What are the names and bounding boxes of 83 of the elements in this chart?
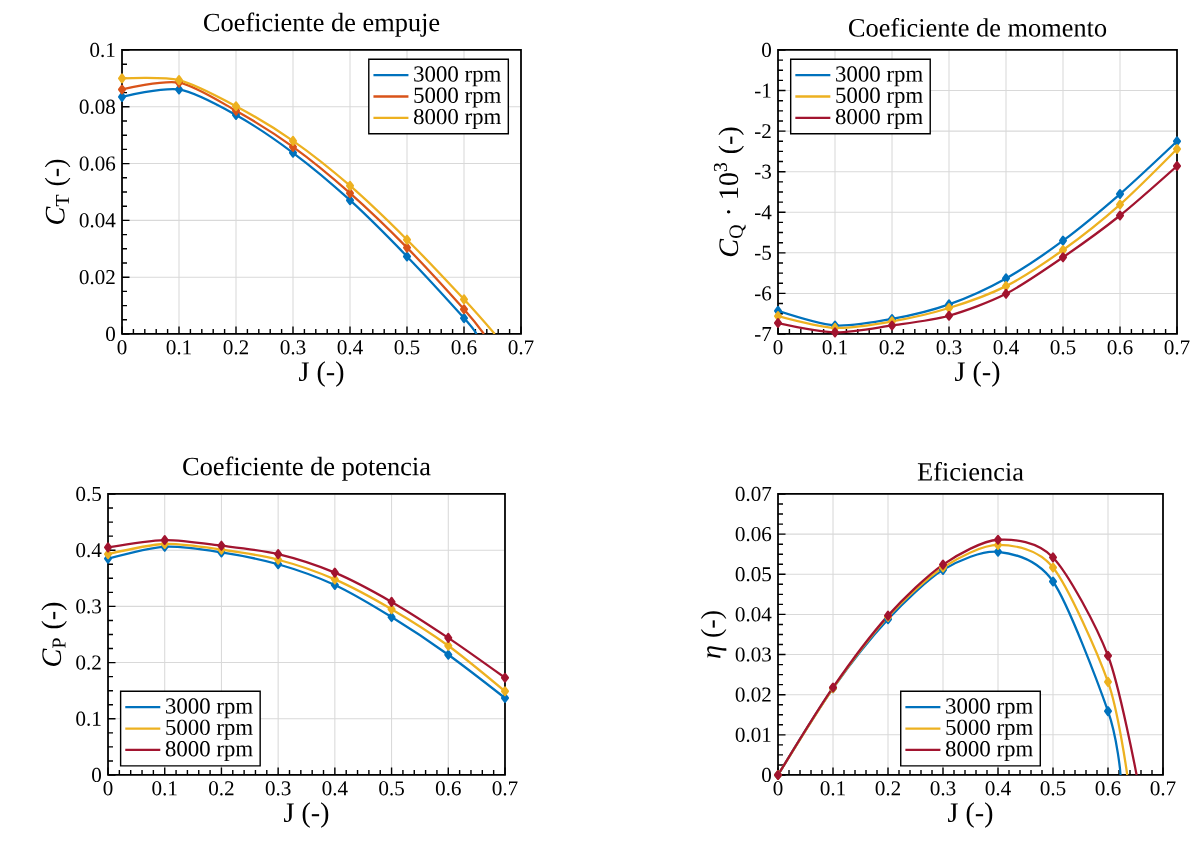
- x-tick-label: 0.5: [1040, 781, 1066, 796]
- y-tick-label: 0: [762, 767, 771, 783]
- y-tick-label: -4: [755, 205, 772, 220]
- y-tick-label: 0.05: [735, 567, 771, 582]
- y-tick-label: 0.06: [79, 156, 116, 171]
- y-axis-title: C$_{P}$ (-): [41, 602, 67, 666]
- x-tick-label: 0.3: [936, 340, 962, 355]
- y-tick-label: 0.02: [79, 270, 115, 285]
- x-tick-label: 0.1: [152, 781, 177, 796]
- x-tick-label: 0.6: [435, 781, 461, 796]
- y-tick-label: 0.1: [76, 711, 101, 726]
- x-tick-label: 0.4: [993, 340, 1019, 355]
- x-axis-title: J (-): [299, 361, 344, 387]
- legend-label: 3000 rpm: [166, 698, 253, 719]
- chart-title: Coeficiente de momento: [849, 17, 1107, 37]
- y-tick-label: -1: [755, 83, 771, 98]
- x-tick-label: 0.3: [930, 781, 956, 796]
- legend-label: 8000 rpm: [165, 741, 253, 762]
- x-tick-label: 0.4: [985, 781, 1011, 796]
- y-tick-label: -3: [755, 164, 771, 179]
- y-tick-label: -2: [755, 124, 771, 139]
- x-tick-label: 0.4: [337, 340, 363, 355]
- x-tick-label: 0.6: [1107, 340, 1133, 355]
- y-tick-label: -5: [755, 245, 771, 260]
- legend-label: 3000 rpm: [836, 66, 923, 87]
- y-tick-label: 0.01: [735, 727, 771, 743]
- x-tick-label: 0.3: [280, 340, 306, 355]
- x-tick-label: 0.3: [265, 781, 291, 796]
- y-tick-label: 0.08: [79, 99, 115, 114]
- y-tick-label: 0.02: [735, 687, 771, 702]
- x-tick-label: 0.4: [322, 781, 348, 796]
- x-tick-label: 0: [773, 781, 783, 796]
- x-tick-label: 0.1: [822, 340, 847, 355]
- x-tick-label: 0.6: [451, 340, 477, 355]
- x-axis-title: J (-): [948, 802, 993, 828]
- y-tick-label: 0.4: [76, 543, 102, 558]
- chart-title: Eficiencia: [917, 461, 1024, 481]
- x-tick-label: 0.5: [1050, 340, 1076, 355]
- x-tick-label: 0.2: [223, 340, 249, 355]
- chart-title: Coeficiente de potencia: [183, 456, 431, 481]
- y-tick-label: -6: [755, 286, 772, 301]
- x-tick-label: 0.7: [1164, 340, 1190, 355]
- x-tick-label: 0.2: [879, 340, 905, 355]
- y-tick-label: 0.2: [76, 655, 101, 670]
- x-tick-label: 0.1: [820, 781, 845, 796]
- legend-label: 8000 rpm: [835, 108, 923, 129]
- x-tick-label: 0: [117, 340, 127, 355]
- x-tick-label: 0: [773, 340, 783, 355]
- y-axis-title: C$_{T}$ (-): [44, 159, 71, 224]
- y-tick-label: 0.04: [79, 213, 116, 228]
- y-tick-label: 0: [106, 326, 115, 342]
- y-tick-label: -7: [755, 327, 772, 341]
- y-tick-label: 0.03: [735, 647, 771, 662]
- legend-label: 5000 rpm: [836, 87, 923, 108]
- legend-label: 3000 rpm: [414, 66, 501, 87]
- x-tick-label: 0.1: [166, 340, 191, 355]
- x-tick-label: 0.6: [1095, 781, 1121, 796]
- x-axis-title: J (-): [955, 361, 1000, 387]
- x-tick-label: 0.7: [1150, 781, 1176, 796]
- legend-label: 3000 rpm: [946, 698, 1033, 719]
- legend-label: 5000 rpm: [166, 719, 253, 740]
- x-axis-title: J (-): [284, 802, 329, 828]
- y-tick-label: 0: [762, 42, 771, 58]
- y-tick-label: 0.3: [76, 599, 101, 614]
- legend-label: 8000 rpm: [413, 108, 501, 129]
- y-tick-label: 0: [92, 767, 101, 783]
- x-tick-label: 0.7: [492, 781, 518, 796]
- y-tick-label: 0.04: [735, 607, 772, 622]
- x-tick-label: 0.2: [209, 781, 234, 796]
- legend-label: 5000 rpm: [946, 719, 1033, 740]
- y-axis-title: C$_{Q}$ · 10$^{3}$ (-): [713, 127, 746, 257]
- legend-label: 5000 rpm: [414, 87, 501, 108]
- x-tick-label: 0.7: [508, 340, 534, 355]
- chart-title: Coeficiente de empuje: [204, 12, 440, 37]
- legend-label: 8000 rpm: [945, 741, 1033, 762]
- y-axis-title: η (-): [700, 611, 727, 659]
- y-tick-label: 0.06: [735, 526, 772, 542]
- y-tick-label: 0.1: [90, 42, 115, 58]
- x-tick-label: 0.5: [394, 340, 420, 355]
- x-tick-label: 0.5: [379, 781, 404, 796]
- x-tick-label: 0.2: [875, 781, 901, 796]
- y-tick-label: 0.5: [76, 486, 101, 502]
- y-tick-label: 0.07: [735, 486, 772, 502]
